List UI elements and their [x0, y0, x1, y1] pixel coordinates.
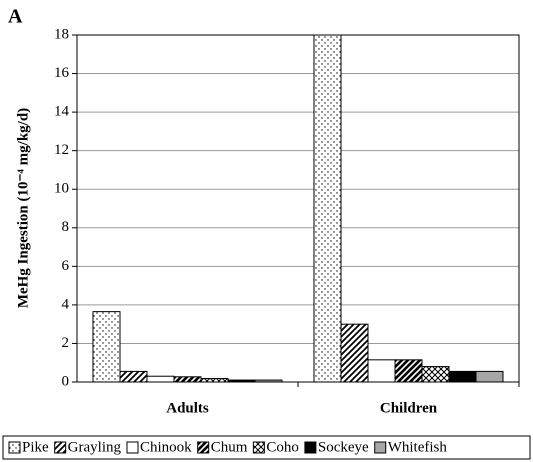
legend-swatch [54, 441, 67, 454]
bar [92, 311, 121, 383]
legend-box [2, 435, 531, 460]
bar [254, 379, 283, 383]
legend-label: Coho [266, 439, 299, 455]
legend-label: Chum [211, 439, 248, 455]
legend-label: Pike [22, 439, 49, 455]
y-tick-label: 16 [54, 65, 70, 81]
legend-swatch [252, 441, 265, 454]
plot-frame [76, 34, 520, 383]
legend-label: Grayling [68, 439, 122, 455]
y-tick-label: 8 [62, 219, 70, 235]
y-tick-label: 14 [54, 104, 70, 120]
y-tick-label: 2 [62, 335, 70, 351]
bar [146, 375, 175, 383]
legend-label: Sockeye [318, 439, 369, 455]
legend-swatch [126, 441, 139, 454]
bar [421, 366, 450, 383]
legend-label: Chinook [140, 439, 192, 455]
bar [340, 323, 369, 383]
bar [394, 359, 423, 383]
legend-swatch [374, 441, 387, 454]
x-tick-label: Children [380, 400, 438, 416]
bar [367, 359, 396, 383]
legend-swatch [197, 441, 210, 454]
y-tick-label: 0 [62, 373, 70, 389]
legend-swatch [8, 441, 21, 454]
x-tick-label: Adults [166, 400, 209, 416]
panel-label: A [8, 6, 23, 28]
y-tick-label: 10 [54, 181, 69, 197]
legend-label: Whitefish [388, 439, 448, 455]
bar [173, 376, 202, 383]
y-axis-label: MeHg Ingestion (10⁻⁴ mg/kg/d) [15, 108, 31, 308]
bar [227, 379, 256, 383]
bar [448, 370, 477, 383]
y-tick-label: 12 [54, 142, 69, 158]
y-tick-label: 18 [54, 26, 69, 42]
legend-swatch [304, 441, 317, 454]
y-tick-label: 4 [62, 296, 70, 312]
bar [313, 34, 342, 383]
bar [475, 370, 504, 383]
bar [200, 378, 229, 383]
y-tick-label: 6 [62, 258, 70, 274]
bar [119, 370, 148, 383]
